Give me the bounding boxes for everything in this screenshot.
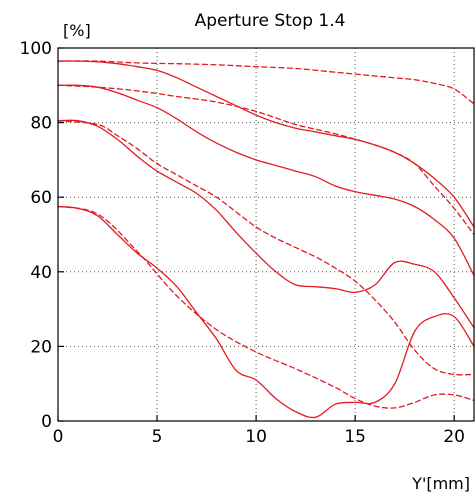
grid [58,48,474,421]
series-line-2-dashed [57,60,475,105]
y-axis-label: [%] [63,21,91,40]
x-tick-label-0: 0 [53,427,64,447]
x-tick-label-2: 10 [245,427,267,447]
series-line-5-solid [57,119,475,329]
x-axis-label: Y'[mm] [411,474,470,493]
x-tick-label-4: 20 [443,427,465,447]
curves [57,60,475,419]
series-line-1-solid [57,60,475,228]
y-tick-label-4: 80 [30,114,52,134]
y-tick-label-1: 20 [30,337,52,357]
series-line-4-dashed [57,84,475,236]
y-tick-label-0: 0 [41,412,52,432]
ticks: 0 5 10 15 20 0 20 40 60 80 100 [20,39,465,447]
series-line-7-solid [57,205,475,419]
x-tick-label-1: 5 [152,427,163,447]
chart-title: Aperture Stop 1.4 [195,11,346,31]
y-tick-label-5: 100 [20,39,52,59]
x-tick-label-3: 15 [344,427,366,447]
y-tick-label-2: 40 [30,263,52,283]
series-line-3-solid [57,84,475,277]
series-line-8-dashed [57,205,475,409]
series-line-6-dashed [57,120,475,376]
y-tick-label-3: 60 [30,188,52,208]
plot-frame [57,47,475,422]
